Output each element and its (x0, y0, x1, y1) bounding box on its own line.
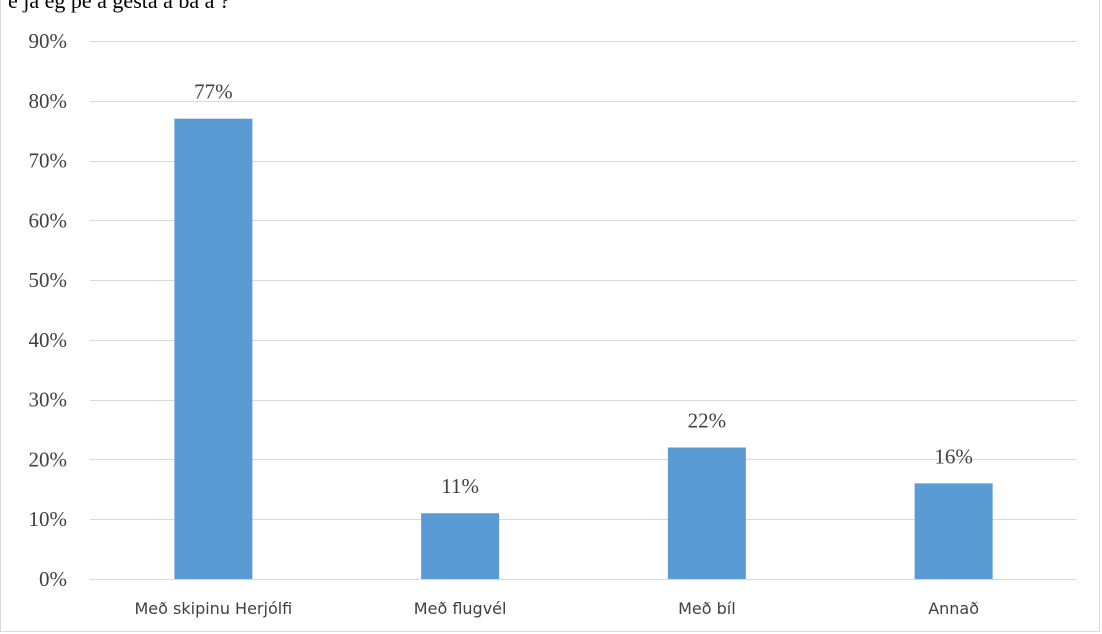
gridlines (90, 41, 1077, 580)
data-label: 77% (194, 80, 233, 104)
chart-caption: e ja eg pe a gesta a ba a ? (8, 0, 230, 13)
y-tick-label: 90% (29, 29, 68, 53)
y-tick-label: 80% (29, 89, 68, 113)
x-axis: Með skipinu Herjólfi Með flugvél Með bíl An… (90, 579, 1077, 618)
y-tick-label: 30% (29, 388, 68, 412)
bar-4 (914, 483, 993, 579)
bar-2 (421, 513, 500, 579)
data-labels: 77% 11% 22% 16% (194, 80, 973, 499)
y-tick-label: 70% (29, 149, 68, 173)
y-tick-label: 60% (29, 208, 68, 232)
y-tick-label: 20% (29, 447, 68, 471)
bars (174, 118, 993, 579)
x-category-label: Með skipinu Herjólfi (135, 599, 293, 618)
y-tick-label: 10% (29, 507, 68, 531)
data-label: 16% (934, 444, 973, 468)
y-tick-label: 50% (29, 268, 68, 292)
y-tick-label: 0% (39, 567, 67, 591)
x-category-label: Með bíl (678, 599, 736, 618)
data-label: 11% (441, 474, 479, 498)
x-category-label: Annað (928, 599, 979, 618)
y-tick-label: 40% (29, 328, 68, 352)
bar-3 (667, 447, 746, 579)
bar-1 (174, 118, 253, 579)
y-axis: 0% 10% 20% 30% 40% 50% 60% 70% 80% 90% (29, 29, 68, 591)
x-category-label: Með flugvél (414, 599, 507, 618)
data-label: 22% (688, 408, 727, 432)
